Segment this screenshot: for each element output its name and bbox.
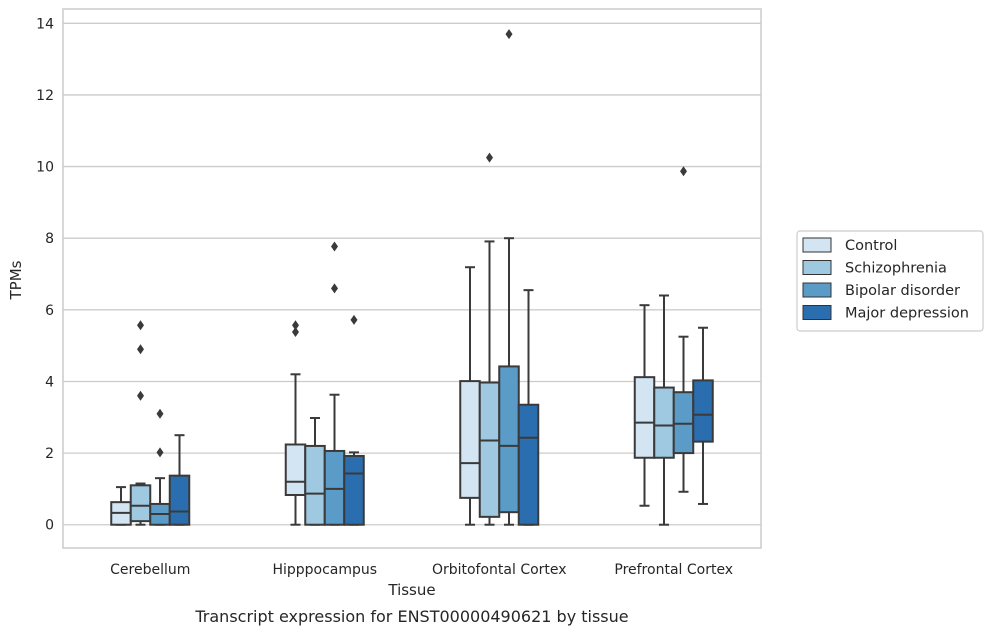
series-control	[110, 266, 656, 526]
y-tick-label: 2	[45, 446, 54, 462]
outlier-point	[680, 166, 687, 177]
box-body	[478, 381, 501, 518]
outlier-point	[292, 320, 299, 331]
box	[129, 320, 152, 526]
box-body	[129, 484, 152, 523]
x-tick-label: Prefrontal Cortex	[614, 562, 733, 578]
box-body	[633, 376, 656, 459]
box	[517, 289, 540, 526]
box-body	[323, 449, 346, 526]
box	[459, 266, 481, 526]
outlier-point	[505, 29, 513, 40]
outlier-point	[156, 408, 164, 419]
box-body	[498, 365, 520, 514]
y-tick-label: 6	[45, 303, 54, 319]
legend-swatch	[802, 237, 832, 253]
legend-swatch	[802, 305, 832, 320]
legend-label: Major depression	[845, 306, 969, 322]
x-tick-label: Hipppocampus	[272, 562, 377, 578]
box-body	[343, 454, 365, 526]
x-tick-label: Cerebellum	[110, 562, 190, 578]
y-tick-label: 0	[45, 518, 54, 534]
outlier-point	[137, 344, 144, 355]
box	[692, 326, 714, 505]
legend-label: Schizophrenia	[845, 261, 947, 277]
x-axis-label: Tissue	[387, 581, 435, 599]
box	[110, 486, 132, 526]
plot-frame	[62, 8, 762, 549]
x-axis-ticks: Cerebellum Hipppocampus Orbitofontal Corte…	[110, 562, 733, 578]
legend-item: Control	[802, 237, 897, 254]
legend-item: Bipolar disorder	[802, 282, 960, 299]
outlier-point	[156, 447, 164, 458]
box	[304, 416, 326, 526]
outlier-point	[137, 320, 144, 331]
y-tick-label: 12	[36, 88, 54, 104]
box-body	[672, 391, 695, 455]
box-body	[304, 444, 326, 526]
series-major-depression	[168, 289, 714, 526]
box-body	[284, 443, 307, 496]
box-body	[517, 403, 540, 526]
series-bipolar-disorder	[149, 29, 695, 526]
outlier-point	[292, 327, 299, 338]
outlier-point	[137, 390, 144, 401]
chart-caption: Transcript expression for ENST0000049062…	[194, 607, 628, 626]
outlier-point	[331, 283, 338, 294]
legend-item: Schizophrenia	[802, 260, 947, 277]
box	[478, 152, 501, 526]
box	[653, 294, 675, 526]
box	[672, 166, 695, 493]
legend-item: Major depression	[802, 305, 969, 322]
box	[284, 320, 307, 526]
outlier-point	[486, 152, 493, 163]
box	[149, 408, 171, 526]
box-body	[692, 379, 714, 443]
y-tick-label: 10	[36, 160, 54, 176]
legend-swatch	[802, 282, 832, 298]
legend-swatch	[802, 260, 832, 275]
x-tick-label: Orbitofontal Cortex	[432, 562, 567, 578]
y-axis-label: TPMs	[7, 260, 25, 300]
legend-frame	[796, 230, 984, 332]
box-body	[653, 386, 675, 459]
box	[323, 241, 346, 526]
y-tick-label: 14	[36, 16, 54, 32]
outlier-point	[350, 314, 358, 325]
box	[633, 304, 656, 507]
outlier-point	[331, 241, 338, 252]
box	[498, 29, 520, 526]
series-schizophrenia	[129, 152, 675, 526]
box	[343, 314, 365, 526]
y-tick-label: 4	[45, 374, 54, 390]
box-body	[168, 474, 191, 526]
y-axis-ticks: 0 2 4 6 8 10 12 14	[36, 16, 54, 533]
box-body	[459, 380, 481, 499]
legend-label: Control	[845, 238, 897, 254]
box	[168, 434, 191, 526]
legend-label: Bipolar disorder	[845, 283, 960, 299]
y-tick-label: 8	[45, 231, 54, 247]
box-plot-series	[110, 29, 714, 526]
legend: Control Schizophrenia Bipolar disorder Majo…	[796, 230, 984, 332]
